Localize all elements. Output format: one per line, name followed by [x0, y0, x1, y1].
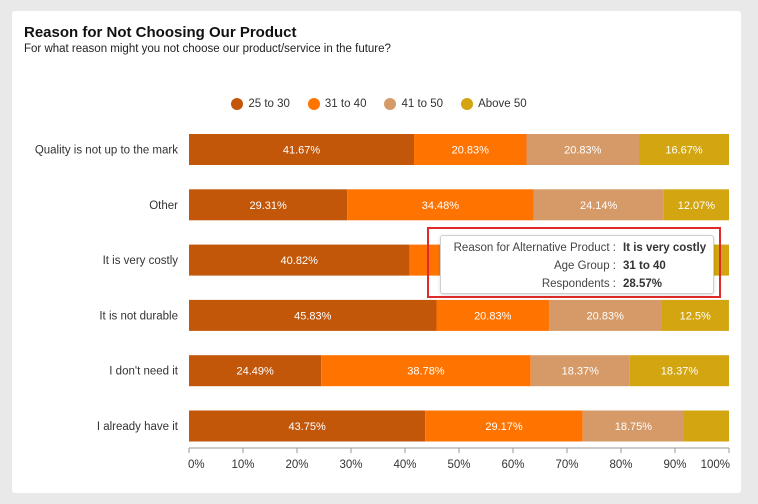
- x-tick-label: 70%: [555, 459, 578, 471]
- data-label: 18.37%: [562, 366, 600, 378]
- legend-label: 25 to 30: [248, 98, 290, 110]
- bar-segment[interactable]: [347, 189, 534, 221]
- tooltip-row-reason: Reason for Alternative Product : It is v…: [441, 239, 713, 257]
- category-label: Quality is not up to the mark: [35, 145, 178, 157]
- data-label: 41.67%: [283, 145, 321, 157]
- data-label: 18.37%: [661, 366, 699, 378]
- bar-segment[interactable]: [189, 355, 322, 387]
- bar-segment[interactable]: [526, 134, 639, 165]
- data-label: 20.83%: [587, 310, 625, 322]
- data-label: 20.83%: [564, 145, 602, 157]
- bar-segment[interactable]: [189, 134, 415, 165]
- legend-label: Above 50: [478, 98, 527, 110]
- x-tick-label: 80%: [609, 459, 632, 471]
- bar-segment[interactable]: [425, 410, 583, 442]
- x-tick-label: 40%: [393, 459, 416, 471]
- legend-marker: [231, 98, 244, 110]
- tooltip-highlight-box: Reason for Alternative Product : It is v…: [427, 227, 721, 298]
- legend-marker: [384, 98, 397, 110]
- data-label: 29.31%: [249, 200, 287, 212]
- tooltip-row-age-group: Age Group : 31 to 40: [441, 257, 713, 275]
- tooltip-key: Respondents :: [541, 278, 616, 290]
- legend-item-25-to-30[interactable]: 25 to 30: [231, 96, 290, 112]
- tooltip-key: Age Group :: [553, 260, 616, 272]
- data-label: 12.07%: [678, 200, 716, 212]
- tooltip-row-respondents: Respondents : 28.57%: [441, 275, 713, 293]
- data-label: 24.14%: [580, 200, 618, 212]
- x-tick-label: 50%: [447, 459, 470, 471]
- data-label: 24.49%: [236, 366, 274, 378]
- bar-segment[interactable]: [321, 355, 531, 387]
- chart-subtitle: For what reason might you not choose our…: [24, 43, 391, 55]
- x-tick-label: 20%: [285, 459, 308, 471]
- bar-segment[interactable]: [661, 299, 729, 331]
- bar-segment[interactable]: [436, 299, 549, 331]
- category-label: I don't need it: [109, 366, 178, 378]
- legend-item-41-to-50[interactable]: 41 to 50: [384, 96, 443, 112]
- data-label: 40.82%: [281, 255, 319, 267]
- bar-segment[interactable]: [684, 410, 729, 442]
- data-label: 34.48%: [422, 200, 460, 212]
- bar-segment[interactable]: [663, 189, 729, 221]
- x-tick-label: 0%: [188, 459, 205, 471]
- category-label: It is very costly: [103, 255, 179, 267]
- bar-segment[interactable]: [533, 189, 664, 221]
- chart-legend: 25 to 30 31 to 40 41 to 50 Above 50: [0, 96, 758, 112]
- bar-segment[interactable]: [530, 355, 630, 387]
- legend-item-31-to-40[interactable]: 31 to 40: [307, 96, 367, 112]
- legend-label: 41 to 50: [401, 98, 444, 110]
- category-label: Other: [149, 200, 178, 212]
- tooltip-value: 31 to 40: [623, 260, 666, 272]
- bar-segment[interactable]: [189, 244, 410, 276]
- tooltip: Reason for Alternative Product : It is v…: [440, 235, 714, 294]
- tooltip-key: Reason for Alternative Product :: [453, 242, 616, 254]
- bar-segment[interactable]: [189, 299, 437, 331]
- tooltip-value: It is very costly: [623, 242, 707, 254]
- legend-marker: [461, 98, 474, 110]
- data-label: 16.67%: [665, 145, 703, 157]
- bar-segment[interactable]: [629, 355, 730, 387]
- data-label: 38.78%: [407, 366, 445, 378]
- tooltip-value: 28.57%: [623, 278, 663, 290]
- category-label: It is not durable: [99, 310, 178, 322]
- x-tick-label: 60%: [501, 459, 524, 471]
- data-label: 29.17%: [485, 421, 523, 433]
- data-label: 45.83%: [294, 310, 332, 322]
- bar-segment[interactable]: [414, 134, 527, 165]
- bar-segment[interactable]: [189, 410, 426, 442]
- x-tick-label: 30%: [339, 459, 362, 471]
- data-label: 18.75%: [615, 421, 653, 433]
- bar-segment[interactable]: [582, 410, 685, 442]
- bar-segment[interactable]: [189, 189, 348, 221]
- bar-segment[interactable]: [638, 134, 729, 165]
- data-label: 20.83%: [474, 310, 512, 322]
- legend-marker: [307, 98, 320, 110]
- category-label: I already have it: [97, 421, 179, 433]
- bar-segment[interactable]: [548, 299, 662, 331]
- chart-title: Reason for Not Choosing Our Product: [24, 24, 297, 41]
- x-tick-label: 100%: [701, 459, 730, 471]
- x-tick-label: 90%: [663, 459, 686, 471]
- data-label: 12.5%: [680, 310, 711, 322]
- legend-item-above-50[interactable]: Above 50: [461, 96, 527, 112]
- x-tick-label: 10%: [231, 459, 254, 471]
- legend-label: 31 to 40: [324, 98, 367, 110]
- data-label: 20.83%: [452, 145, 490, 157]
- data-label: 43.75%: [288, 421, 326, 433]
